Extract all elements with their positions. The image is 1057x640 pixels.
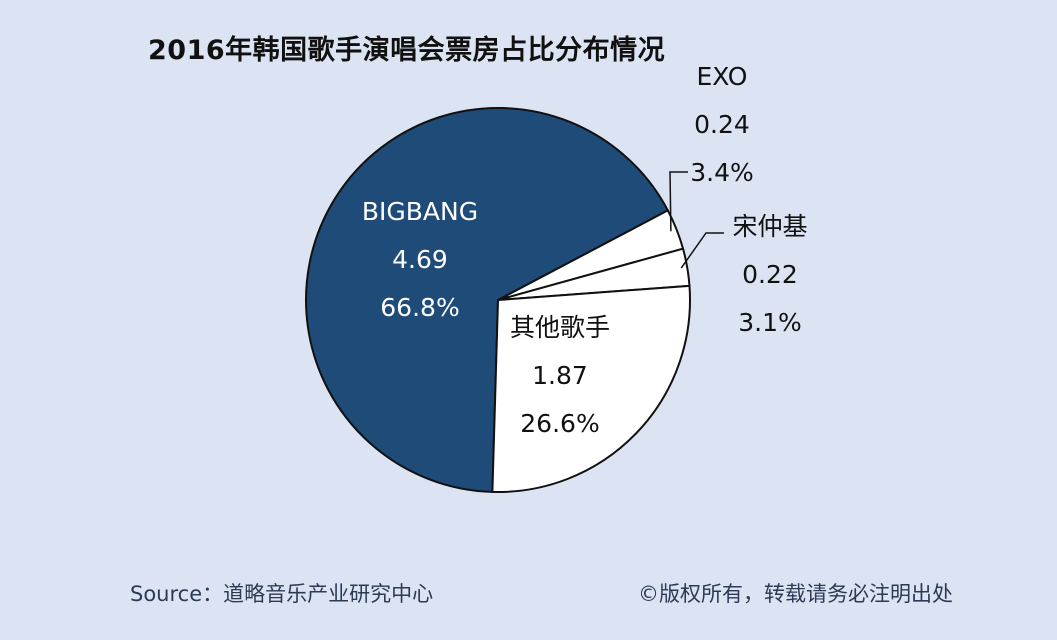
slice-label-others: 其他歌手 1.87 26.6%	[495, 304, 625, 448]
slice-percent: 3.4%	[690, 158, 754, 187]
slice-label-exo: EXO 0.24 3.4%	[682, 53, 762, 197]
slice-percent: 26.6%	[520, 409, 600, 438]
slice-name: 其他歌手	[509, 313, 610, 342]
leader-line-1	[669, 171, 688, 232]
copyright-note: ©版权所有，转载请务必注明出处	[638, 582, 953, 606]
slice-value: 0.24	[694, 110, 750, 139]
slice-name: 宋仲基	[732, 212, 808, 241]
source-note: Source：道略音乐产业研究中心	[130, 582, 434, 606]
leader-line-2	[680, 232, 724, 269]
slice-value: 0.22	[742, 260, 798, 289]
pie-slice-0	[305, 107, 670, 493]
chart-title: 2016年韩国歌手演唱会票房占比分布情况	[148, 35, 666, 66]
slice-value: 4.69	[392, 245, 448, 274]
slice-percent: 3.1%	[738, 308, 802, 337]
pie-slice-3	[491, 284, 691, 493]
slice-value: 1.87	[532, 361, 588, 390]
slice-name: BIGBANG	[361, 197, 479, 226]
slice-percent: 66.8%	[380, 293, 460, 322]
slice-name: EXO	[696, 62, 748, 91]
slice-label-song-zhongji: 宋仲基 0.22 3.1%	[720, 203, 820, 347]
slice-label-bigbang: BIGBANG 4.69 66.8%	[350, 188, 490, 332]
